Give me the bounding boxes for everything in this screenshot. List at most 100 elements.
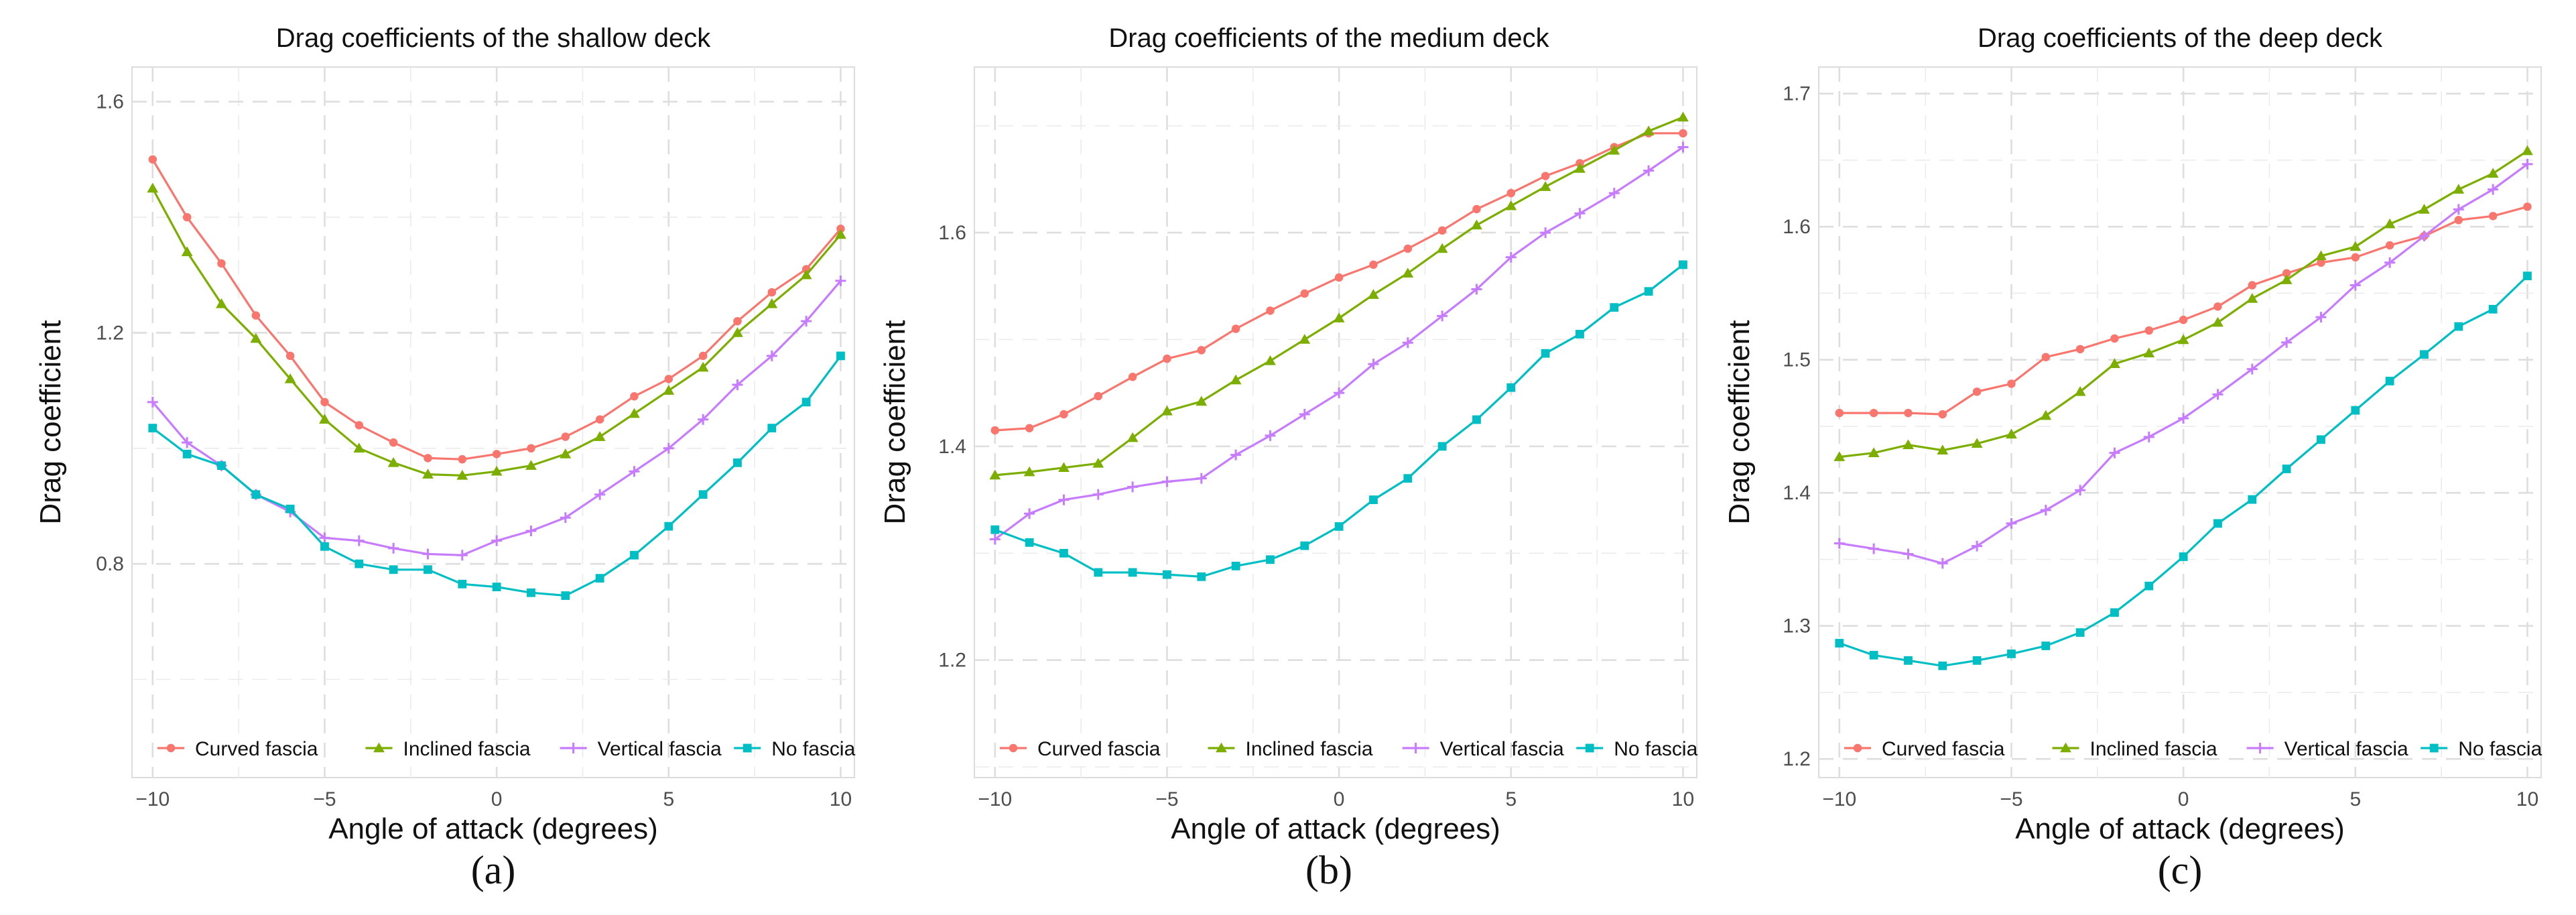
- x-tick-label: −5: [313, 788, 336, 810]
- x-tick-label: −5: [2000, 788, 2022, 810]
- data-point-vertical-fascia: [1868, 543, 1880, 554]
- data-point-curved-fascia: [2282, 269, 2291, 278]
- data-point-vertical-fascia: [1161, 476, 1173, 487]
- data-point-vertical-fascia-stroke: [663, 442, 674, 454]
- data-point-vertical-fascia-stroke: [1299, 409, 1310, 420]
- data-point-vertical-fascia: [766, 350, 777, 361]
- data-point-curved-fascia: [1437, 226, 1447, 235]
- data-point-no-fascia: [1472, 415, 1481, 424]
- data-point-curved-fascia: [2213, 302, 2222, 311]
- data-point-vertical-fascia: [2419, 231, 2430, 242]
- data-point-no-fascia: [1541, 349, 1550, 358]
- x-tick-label: 10: [830, 788, 852, 810]
- data-point-vertical-fascia-stroke: [388, 542, 399, 554]
- data-point-vertical-fascia-stroke: [2522, 158, 2533, 170]
- data-point-inclined-fascia: [1299, 334, 1311, 344]
- data-point-no-fascia: [1679, 260, 1687, 269]
- legend-key-marker-inclined-fascia: [373, 742, 385, 753]
- data-point-no-fascia: [561, 591, 570, 600]
- data-point-vertical-fascia-stroke: [1437, 310, 1448, 322]
- data-point-inclined-fascia: [2109, 358, 2120, 368]
- data-point-vertical-fascia-stroke: [2006, 517, 2017, 529]
- data-point-vertical-fascia-stroke: [1677, 141, 1689, 153]
- y-axis-tick-labels: 0.8 1.2 1.6: [96, 91, 124, 575]
- data-point-vertical-fascia-stroke: [1903, 548, 1914, 560]
- data-point-no-fascia: [527, 588, 535, 597]
- data-point-no-fascia: [1869, 650, 1878, 660]
- data-point-inclined-fascia: [491, 465, 503, 476]
- data-point-curved-fascia: [2007, 379, 2016, 388]
- data-point-inclined-fascia: [2280, 274, 2293, 284]
- data-point-curved-fascia: [458, 454, 467, 464]
- data-point-vertical-fascia-stroke: [353, 535, 365, 546]
- legend-key-marker-vertical-fascia-stroke: [1410, 743, 1421, 753]
- data-point-inclined-fascia: [2453, 184, 2465, 194]
- legend-label-vertical-fascia: Vertical fascia: [598, 738, 722, 760]
- data-point-curved-fascia: [2110, 334, 2119, 343]
- chart-title: Drag coefficients of the medium deck: [1108, 23, 1549, 53]
- data-point-inclined-fascia: [663, 385, 675, 395]
- data-point-inclined-fascia: [2006, 428, 2017, 439]
- data-point-vertical-fascia-stroke: [1196, 473, 1207, 484]
- data-point-curved-fascia: [1472, 204, 1481, 214]
- y-tick-label: 1.7: [1783, 83, 1811, 105]
- data-point-vertical-fascia-stroke: [1092, 489, 1104, 500]
- data-point-no-fascia: [492, 583, 501, 592]
- data-point-vertical-fascia: [1368, 359, 1379, 370]
- data-point-inclined-fascia: [353, 442, 365, 453]
- y-tick-label: 1.4: [1783, 482, 1811, 504]
- data-point-vertical-fascia: [2178, 413, 2189, 424]
- data-point-vertical-fascia-stroke: [2075, 485, 2086, 496]
- data-point-vertical-fascia-stroke: [1024, 508, 1035, 520]
- legend-key-marker-no-fascia: [743, 743, 752, 753]
- data-point-no-fascia: [2523, 271, 2532, 281]
- data-point-vertical-fascia-stroke: [2488, 184, 2499, 195]
- y-tick-label: 1.6: [1783, 216, 1811, 238]
- legend-key-marker-vertical-fascia-stroke: [2254, 743, 2266, 753]
- data-point-inclined-fascia: [1505, 200, 1517, 210]
- data-point-curved-fascia: [1679, 129, 1687, 138]
- data-point-vertical-fascia: [1092, 489, 1104, 500]
- data-point-inclined-fascia: [2040, 410, 2052, 420]
- data-point-vertical-fascia: [1334, 387, 1345, 399]
- data-point-vertical-fascia-stroke: [1334, 387, 1345, 399]
- data-point-inclined-fascia: [2315, 250, 2327, 261]
- legend-key-marker-curved-fascia: [166, 743, 176, 753]
- data-point-inclined-fascia: [766, 298, 778, 308]
- data-point-vertical-fascia-stroke: [2384, 257, 2396, 268]
- data-point-curved-fascia: [217, 259, 226, 268]
- data-point-no-fascia: [1025, 538, 1034, 547]
- data-point-no-fascia: [698, 490, 708, 499]
- panel-label: (c): [2158, 848, 2203, 892]
- data-point-curved-fascia: [1094, 391, 1103, 401]
- data-point-vertical-fascia: [491, 535, 503, 546]
- legend-label-no-fascia: No fascia: [2458, 738, 2542, 760]
- data-point-vertical-fascia: [2281, 337, 2293, 348]
- data-point-vertical-fascia: [1972, 540, 1983, 552]
- data-point-curved-fascia: [320, 398, 329, 407]
- data-point-inclined-fascia: [387, 456, 399, 467]
- data-point-curved-fascia: [767, 288, 777, 297]
- data-point-no-fascia: [1835, 639, 1844, 648]
- data-point-curved-fascia: [527, 444, 535, 453]
- data-point-vertical-fascia: [147, 396, 158, 408]
- plot-area: [1818, 66, 2542, 778]
- data-point-vertical-fascia: [2453, 204, 2464, 215]
- data-point-no-fascia: [836, 351, 845, 361]
- data-point-vertical-fascia: [2522, 158, 2533, 170]
- data-point-inclined-fascia: [422, 469, 434, 479]
- data-point-inclined-fascia: [2419, 203, 2430, 214]
- data-point-vertical-fascia: [422, 548, 434, 560]
- legend: [1000, 742, 1604, 753]
- data-point-no-fascia: [630, 550, 639, 560]
- data-point-no-fascia: [2317, 435, 2325, 444]
- data-point-vertical-fascia-stroke: [560, 512, 571, 524]
- data-point-inclined-fascia: [1574, 163, 1586, 173]
- data-point-no-fascia: [424, 565, 432, 574]
- y-tick-label: 1.2: [938, 650, 966, 672]
- data-point-vertical-fascia-stroke: [629, 466, 640, 477]
- data-point-vertical-fascia: [2212, 389, 2224, 400]
- data-point-no-fascia: [595, 574, 604, 583]
- data-point-inclined-fascia: [1265, 355, 1276, 365]
- data-point-vertical-fascia-stroke: [2315, 312, 2327, 323]
